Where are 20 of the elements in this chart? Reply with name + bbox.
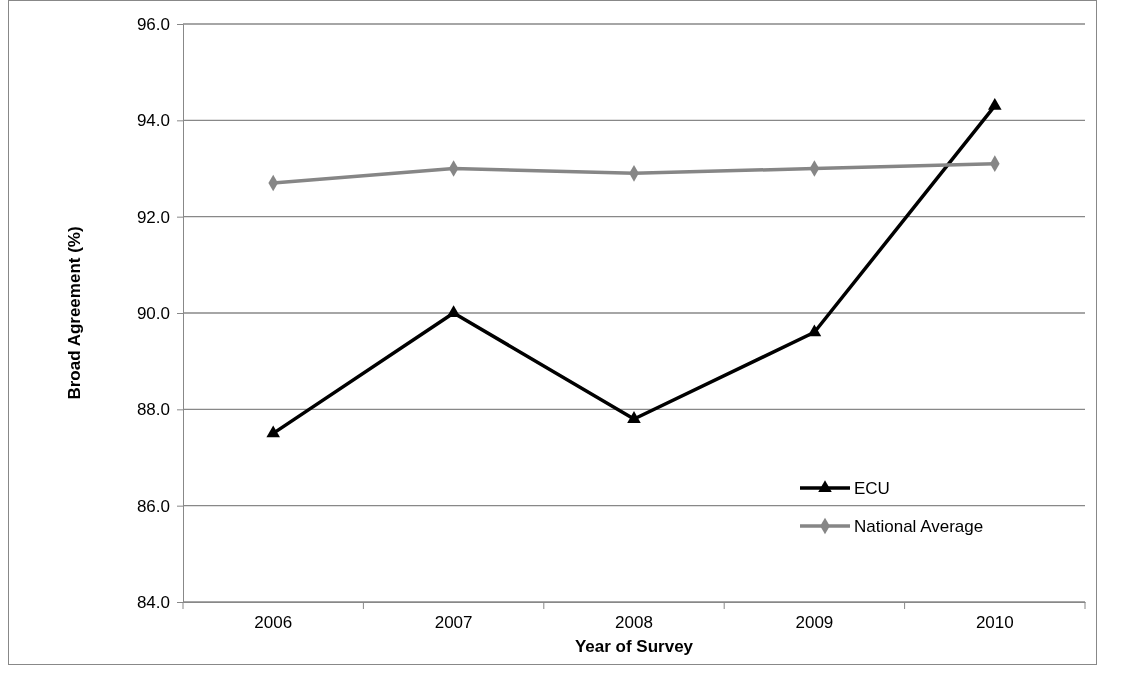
point <box>627 411 641 423</box>
y-tick-label: 84.0 <box>136 592 170 612</box>
x-tick-label: 2009 <box>795 613 834 633</box>
y-tick-label: 96.0 <box>136 14 170 34</box>
y-axis-title: Broad Agreement (%) <box>65 226 84 400</box>
legend-label: National Average <box>854 517 984 536</box>
y-tick-label: 94.0 <box>136 111 170 131</box>
y-tick-label: 90.0 <box>136 303 170 323</box>
x-tick-label: 2006 <box>254 613 293 633</box>
y-tick-label: 92.0 <box>136 207 170 227</box>
point <box>807 324 822 337</box>
point <box>266 425 280 438</box>
point <box>446 305 461 317</box>
x-tick-label: 2007 <box>434 613 473 633</box>
y-tick-label: 86.0 <box>136 496 170 516</box>
x-axis-title: Year of Survey <box>574 637 694 656</box>
y-tick-label: 88.0 <box>136 400 170 420</box>
x-tick-label: 2008 <box>615 613 653 633</box>
legend-label: ECU <box>854 479 890 498</box>
x-tick-label: 2010 <box>975 613 1014 633</box>
